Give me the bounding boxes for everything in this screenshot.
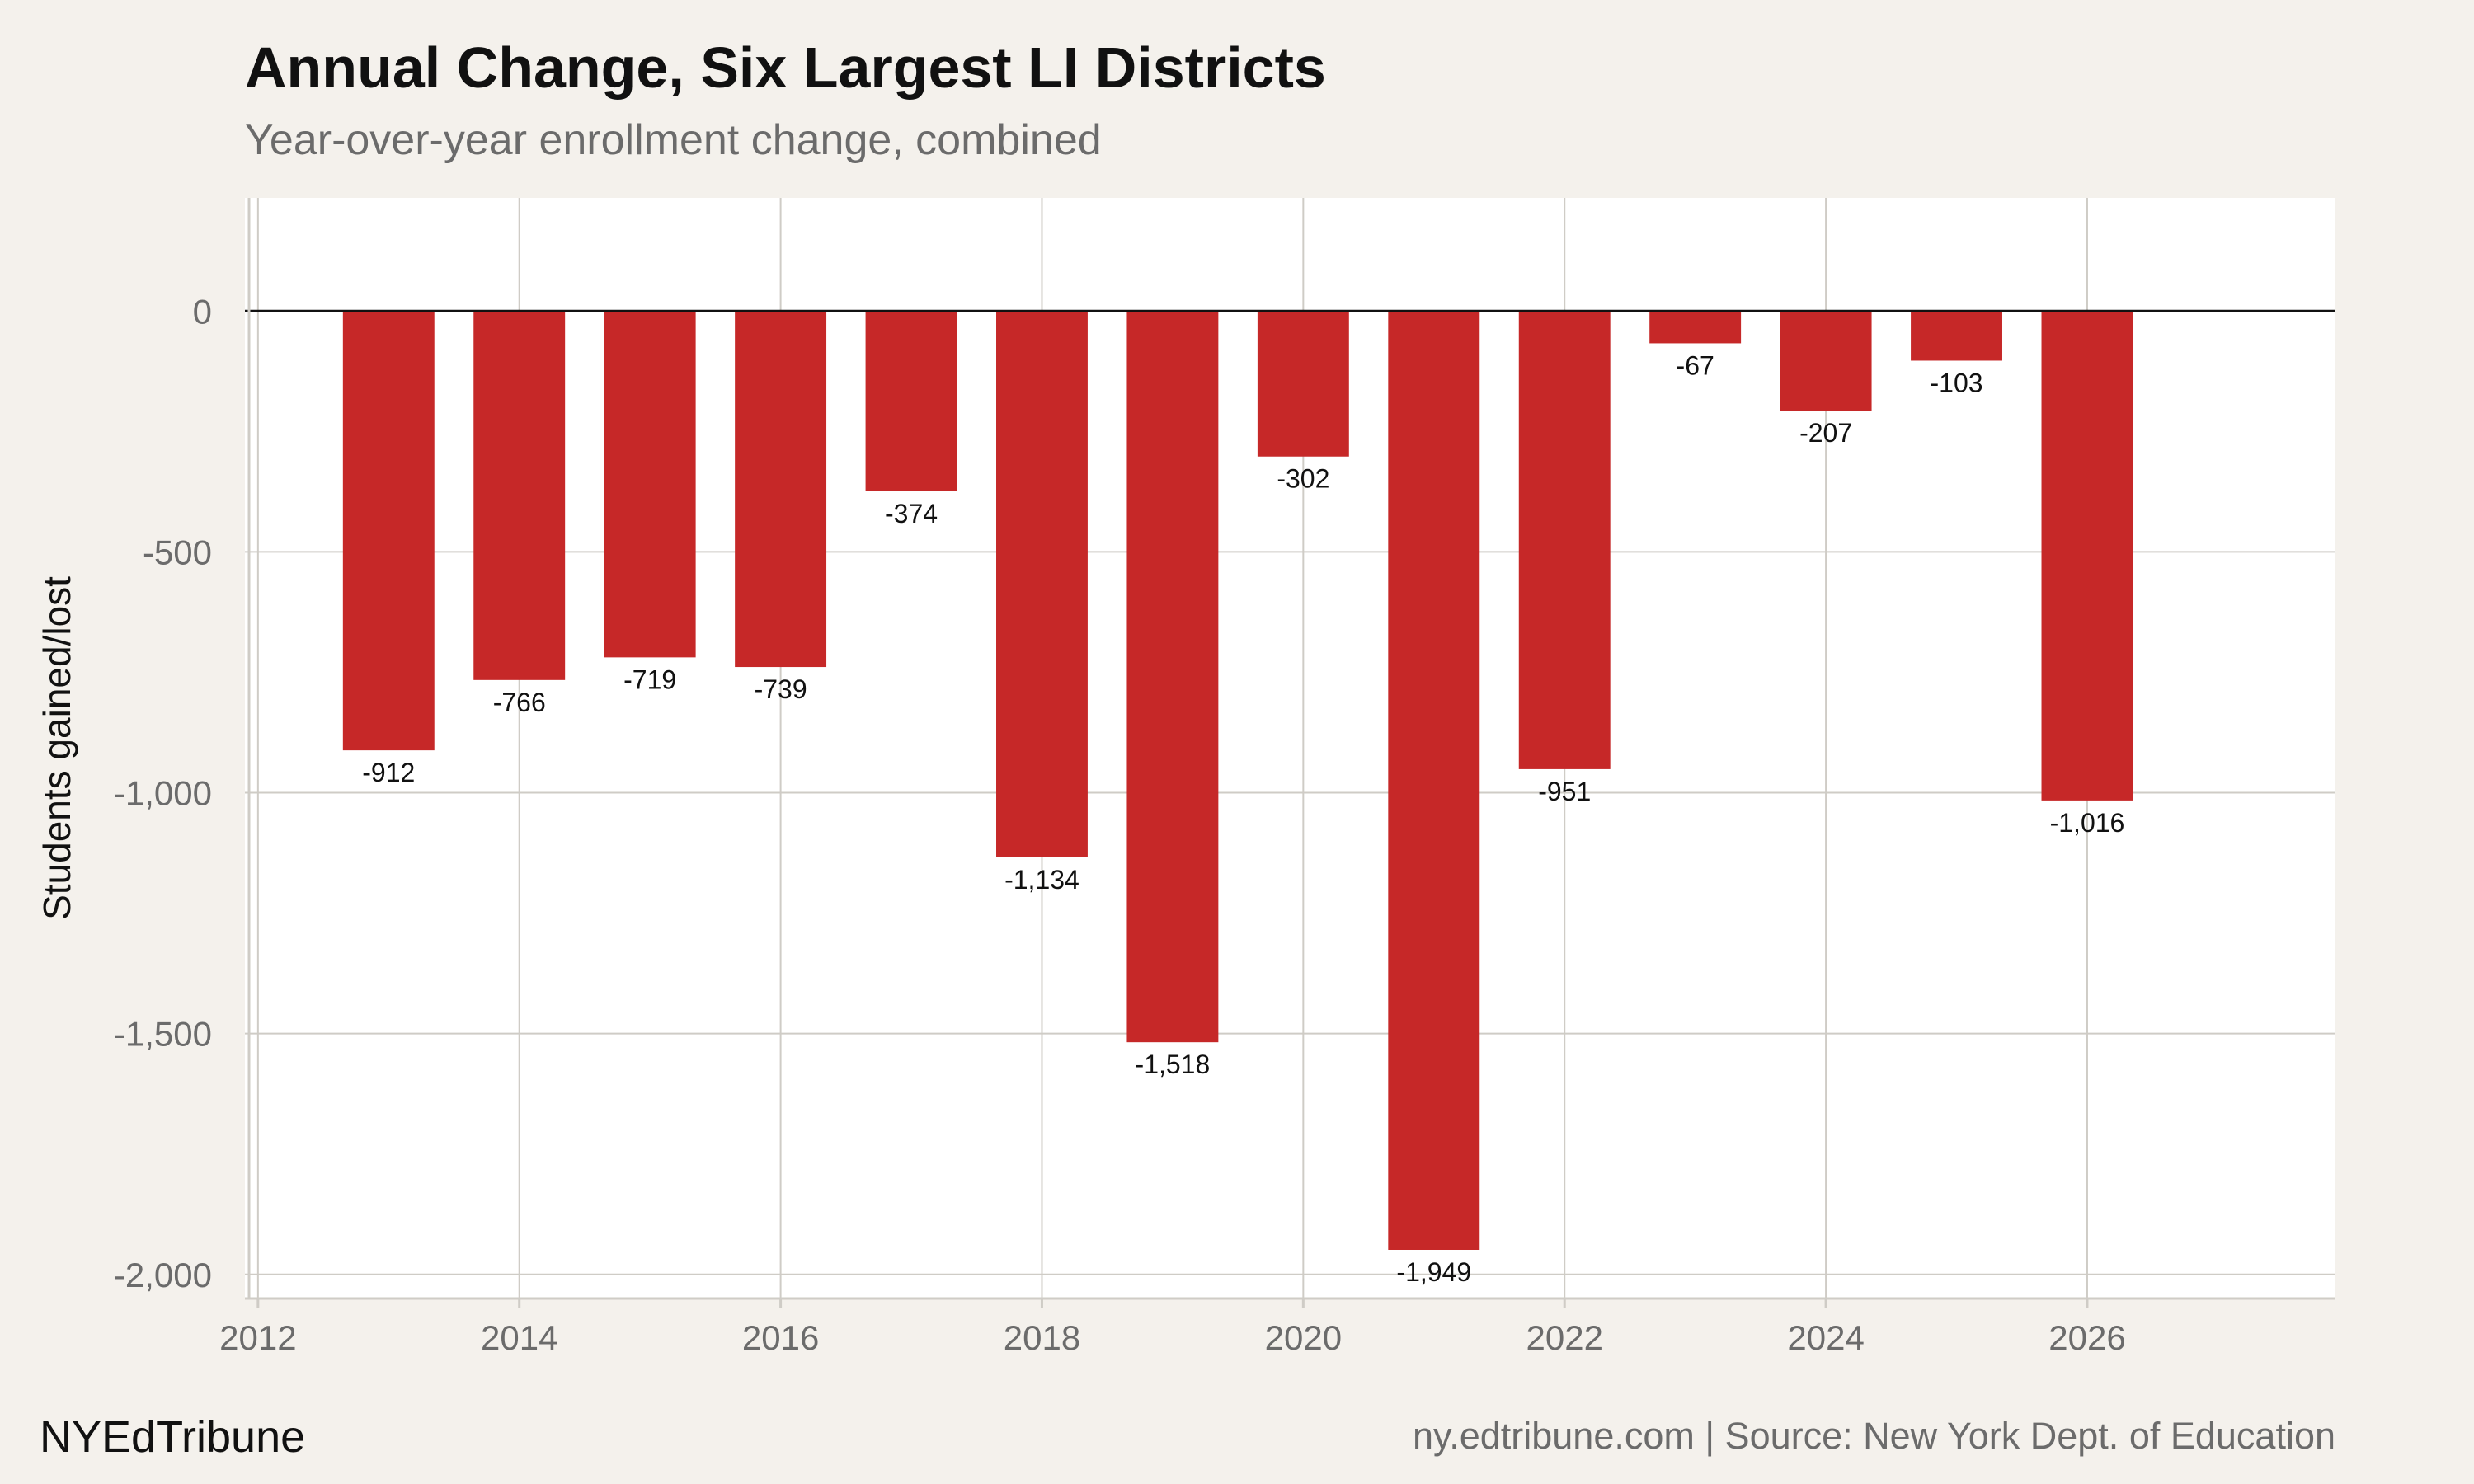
y-tick-label--500: -500 — [143, 533, 212, 571]
bar-2018 — [996, 311, 1088, 857]
bar-2017 — [865, 311, 957, 491]
source-credit: ny.edtribune.com | Source: New York Dept… — [1413, 1415, 2335, 1457]
brand-name: NYEdTribune — [40, 1412, 306, 1462]
bar-2013 — [342, 311, 435, 751]
bar-2022 — [1518, 311, 1611, 769]
y-tick-label--1500: -1,500 — [114, 1015, 212, 1054]
bar-2015 — [604, 311, 696, 658]
chart-title: Annual Change, Six Largest LI Districts — [245, 35, 1326, 100]
chart-subtitle: Year-over-year enrollment change, combin… — [245, 116, 1102, 164]
x-tick-label-2026: 2026 — [2048, 1318, 2125, 1357]
bar-2023 — [1649, 311, 1742, 344]
data-label-2017: -374 — [885, 499, 938, 528]
data-label-2022: -951 — [1538, 777, 1591, 806]
data-label-2013: -912 — [362, 758, 415, 787]
bar-2024 — [1780, 311, 1872, 411]
x-tick-label-2020: 2020 — [1265, 1318, 1342, 1357]
data-label-2023: -67 — [1677, 350, 1714, 380]
data-labels: -912 -766 -719 -739 -374 -1,134 -1,518 -302 -1,9… — [362, 350, 2124, 1287]
data-label-2016: -739 — [755, 674, 807, 704]
x-tick-label-2014: 2014 — [481, 1318, 557, 1357]
data-label-2020: -302 — [1277, 464, 1329, 494]
y-tick-label-0: 0 — [193, 292, 212, 331]
bar-2014 — [473, 311, 566, 680]
data-label-2024: -207 — [1799, 418, 1852, 448]
x-axis-ticks: 2012 2014 2016 2018 2020 2022 2024 2026 — [219, 1298, 2126, 1357]
data-label-2019: -1,518 — [1136, 1050, 1211, 1079]
bar-2019 — [1126, 311, 1219, 1043]
bars — [342, 311, 2133, 1250]
data-label-2018: -1,134 — [1004, 865, 1079, 895]
x-tick-label-2016: 2016 — [742, 1318, 819, 1357]
data-label-2015: -719 — [623, 665, 676, 694]
bar-2021 — [1388, 311, 1480, 1250]
data-label-2021: -1,949 — [1396, 1257, 1471, 1287]
bar-2026 — [2041, 311, 2133, 801]
bar-2020 — [1257, 311, 1349, 457]
bar-2025 — [1911, 311, 2002, 361]
y-axis-ticks: 0 -500 -1,000 -1,500 -2,000 — [114, 292, 212, 1294]
data-label-2014: -766 — [493, 688, 546, 717]
axis-lines — [245, 198, 2335, 1300]
x-tick-label-2012: 2012 — [219, 1318, 296, 1357]
x-tick-label-2022: 2022 — [1526, 1318, 1603, 1357]
y-tick-label--1000: -1,000 — [114, 774, 212, 813]
y-axis-label: Students gained/lost — [35, 576, 78, 920]
bar-2016 — [735, 311, 827, 668]
x-tick-label-2018: 2018 — [1004, 1318, 1080, 1357]
data-label-2026: -1,016 — [2050, 808, 2125, 838]
data-label-2025: -103 — [1931, 368, 1983, 397]
y-tick-label--2000: -2,000 — [114, 1256, 212, 1294]
x-tick-label-2024: 2024 — [1787, 1318, 1864, 1357]
